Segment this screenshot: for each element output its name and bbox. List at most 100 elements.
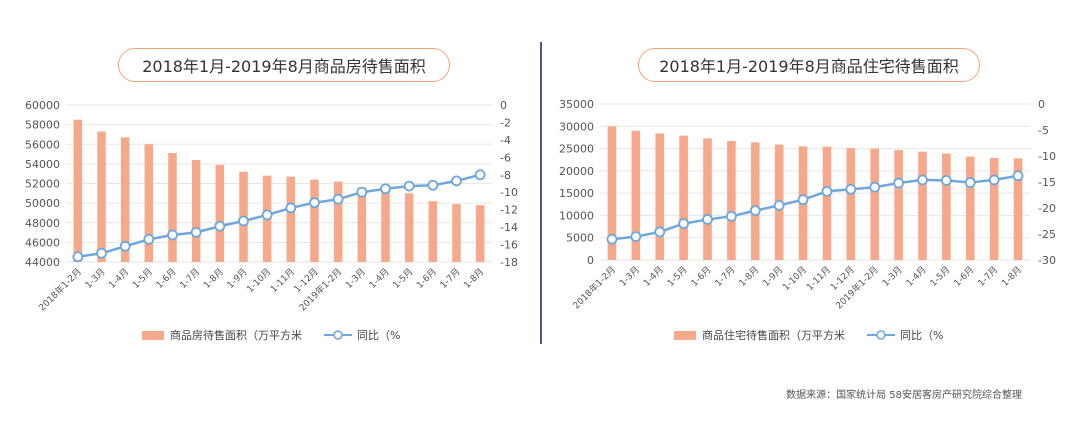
yoy-point bbox=[474, 169, 486, 181]
y-left-tick-label: 46000 bbox=[25, 236, 60, 249]
y-left-tick-label: 60000 bbox=[25, 99, 60, 112]
yoy-point bbox=[964, 177, 976, 188]
yoy-point bbox=[869, 181, 881, 193]
y-left-tick-label: 58000 bbox=[25, 119, 60, 132]
bar bbox=[120, 137, 130, 262]
yoy-point bbox=[821, 185, 833, 197]
chart-title: 2018年1月-2019年8月商品住宅待售面积 bbox=[638, 48, 980, 82]
yoy-point bbox=[845, 183, 857, 195]
yoy-point bbox=[1012, 170, 1024, 182]
chart-title: 2018年1月-2019年8月商品房待售面积 bbox=[118, 48, 450, 82]
yoy-point bbox=[451, 175, 462, 187]
yoy-point bbox=[630, 231, 642, 243]
bar bbox=[607, 126, 617, 261]
x-tick-label: 1-6月 bbox=[154, 266, 179, 291]
y-left-tick-label: 5000 bbox=[566, 232, 594, 245]
yoy-point bbox=[356, 186, 368, 198]
yoy-point bbox=[797, 194, 809, 206]
yoy-point bbox=[725, 210, 737, 222]
x-tick-label: 1-6月 bbox=[952, 264, 977, 289]
legend-line-swatch bbox=[867, 330, 895, 340]
bar bbox=[286, 176, 296, 262]
bar bbox=[191, 159, 201, 262]
yoy-point bbox=[427, 179, 439, 191]
legend-bar-label: 商品房待售面积（万平方米 bbox=[170, 329, 302, 342]
x-tick-label: 1-6月 bbox=[689, 264, 714, 289]
y-right-tick-label: -6 bbox=[500, 151, 511, 164]
x-tick-label: 1-3月 bbox=[880, 264, 905, 289]
legend-bar-swatch bbox=[674, 330, 696, 340]
y-left-tick-label: 0 bbox=[587, 254, 594, 267]
yoy-point bbox=[72, 251, 84, 263]
bar bbox=[310, 179, 319, 262]
chart-panel-housing: 60000 58000 56000 54000 52000 50000 48000 46000… bbox=[0, 0, 540, 360]
bar bbox=[215, 164, 225, 262]
yoy-point bbox=[940, 175, 952, 186]
y-right-tick-label: -18 bbox=[500, 256, 518, 269]
yoy-point bbox=[678, 218, 690, 230]
x-tick-label: 1-3月 bbox=[617, 264, 642, 289]
y-left-tick-label: 15000 bbox=[559, 187, 594, 200]
y-right-tick-label: -4 bbox=[500, 134, 511, 147]
yoy-point bbox=[773, 199, 785, 211]
bar bbox=[1013, 158, 1023, 260]
x-tick-label: 1-6月 bbox=[414, 266, 439, 291]
y-right-tick-label: -10 bbox=[1038, 150, 1056, 163]
x-tick-label: 1-4月 bbox=[904, 264, 929, 289]
chart-legend: 商品房待售面积（万平方米 同比（% bbox=[142, 327, 422, 343]
bar bbox=[870, 148, 880, 260]
x-tick-label: 1-5月 bbox=[928, 264, 953, 289]
legend-item-bars: 商品房待售面积（万平方米 bbox=[142, 327, 302, 343]
y-right-tick-label: -15 bbox=[1038, 176, 1056, 189]
bar bbox=[822, 146, 832, 260]
bar bbox=[655, 133, 665, 260]
legend-item-bars: 商品住宅待售面积（万平方米 bbox=[674, 327, 845, 343]
bar bbox=[73, 119, 83, 262]
x-tick-label: 1-5月 bbox=[391, 266, 416, 291]
data-source-note: 数据来源：国家统计局 58安居客房产研究院综合整理 bbox=[786, 390, 1022, 401]
legend-line-label: 同比（% bbox=[357, 329, 401, 342]
chart-legend: 商品住宅待售面积（万平方米 同比（% bbox=[674, 327, 965, 343]
x-tick-label: 1-8月 bbox=[201, 266, 226, 291]
y-left-tick-label: 56000 bbox=[25, 138, 60, 151]
x-tick-label: 2018年1-2月 bbox=[36, 266, 84, 314]
y-left-tick-label: 52000 bbox=[25, 178, 60, 191]
x-tick-label: 1-10月 bbox=[245, 266, 274, 295]
x-tick-label: 1-3月 bbox=[83, 266, 108, 291]
x-tick-label: 1-11月 bbox=[268, 266, 297, 295]
yoy-point bbox=[96, 247, 107, 259]
x-tick-label: 1-7月 bbox=[976, 264, 1001, 289]
bar bbox=[703, 138, 712, 260]
legend-line-label: 同比（% bbox=[900, 329, 944, 342]
legend-line-swatch bbox=[324, 330, 352, 340]
x-tick-label: 1-8月 bbox=[737, 264, 762, 289]
legend-bar-label: 商品住宅待售面积（万平方米 bbox=[702, 329, 845, 342]
bar bbox=[679, 135, 688, 260]
bar bbox=[357, 187, 367, 262]
bar bbox=[475, 205, 485, 262]
chart-residential-housing: 35000 30000 25000 20000 15000 10000 5000 0 0 -5 -1… bbox=[559, 98, 1056, 311]
bar bbox=[97, 131, 106, 262]
chart-panel-residential: 35000 30000 25000 20000 15000 10000 5000 0 0 -5 -1… bbox=[540, 0, 1080, 360]
y-left-tick-label: 44000 bbox=[25, 256, 60, 269]
bar bbox=[846, 148, 856, 260]
y-right-tick-label: -30 bbox=[1038, 254, 1056, 267]
y-right-tick-label: -10 bbox=[500, 186, 518, 199]
y-right-tick-label: 0 bbox=[500, 99, 507, 112]
yoy-point bbox=[988, 174, 1000, 186]
y-right-tick-label: -2 bbox=[500, 116, 511, 129]
legend-bar-swatch bbox=[142, 330, 164, 340]
yoy-point bbox=[380, 183, 391, 195]
yoy-point bbox=[119, 240, 131, 252]
x-tick-label: 1-7月 bbox=[438, 266, 463, 291]
y-left-tick-label: 35000 bbox=[559, 98, 594, 111]
bar bbox=[452, 204, 461, 262]
yoy-point bbox=[167, 229, 178, 241]
x-tick-label: 1-4月 bbox=[641, 264, 666, 289]
bar bbox=[918, 151, 927, 260]
chart-commodity-housing: 60000 58000 56000 54000 52000 50000 48000 46000… bbox=[25, 99, 518, 314]
bar bbox=[727, 140, 736, 260]
y-right-tick-label: -12 bbox=[500, 204, 518, 217]
bar bbox=[750, 142, 760, 260]
bar bbox=[894, 149, 903, 260]
